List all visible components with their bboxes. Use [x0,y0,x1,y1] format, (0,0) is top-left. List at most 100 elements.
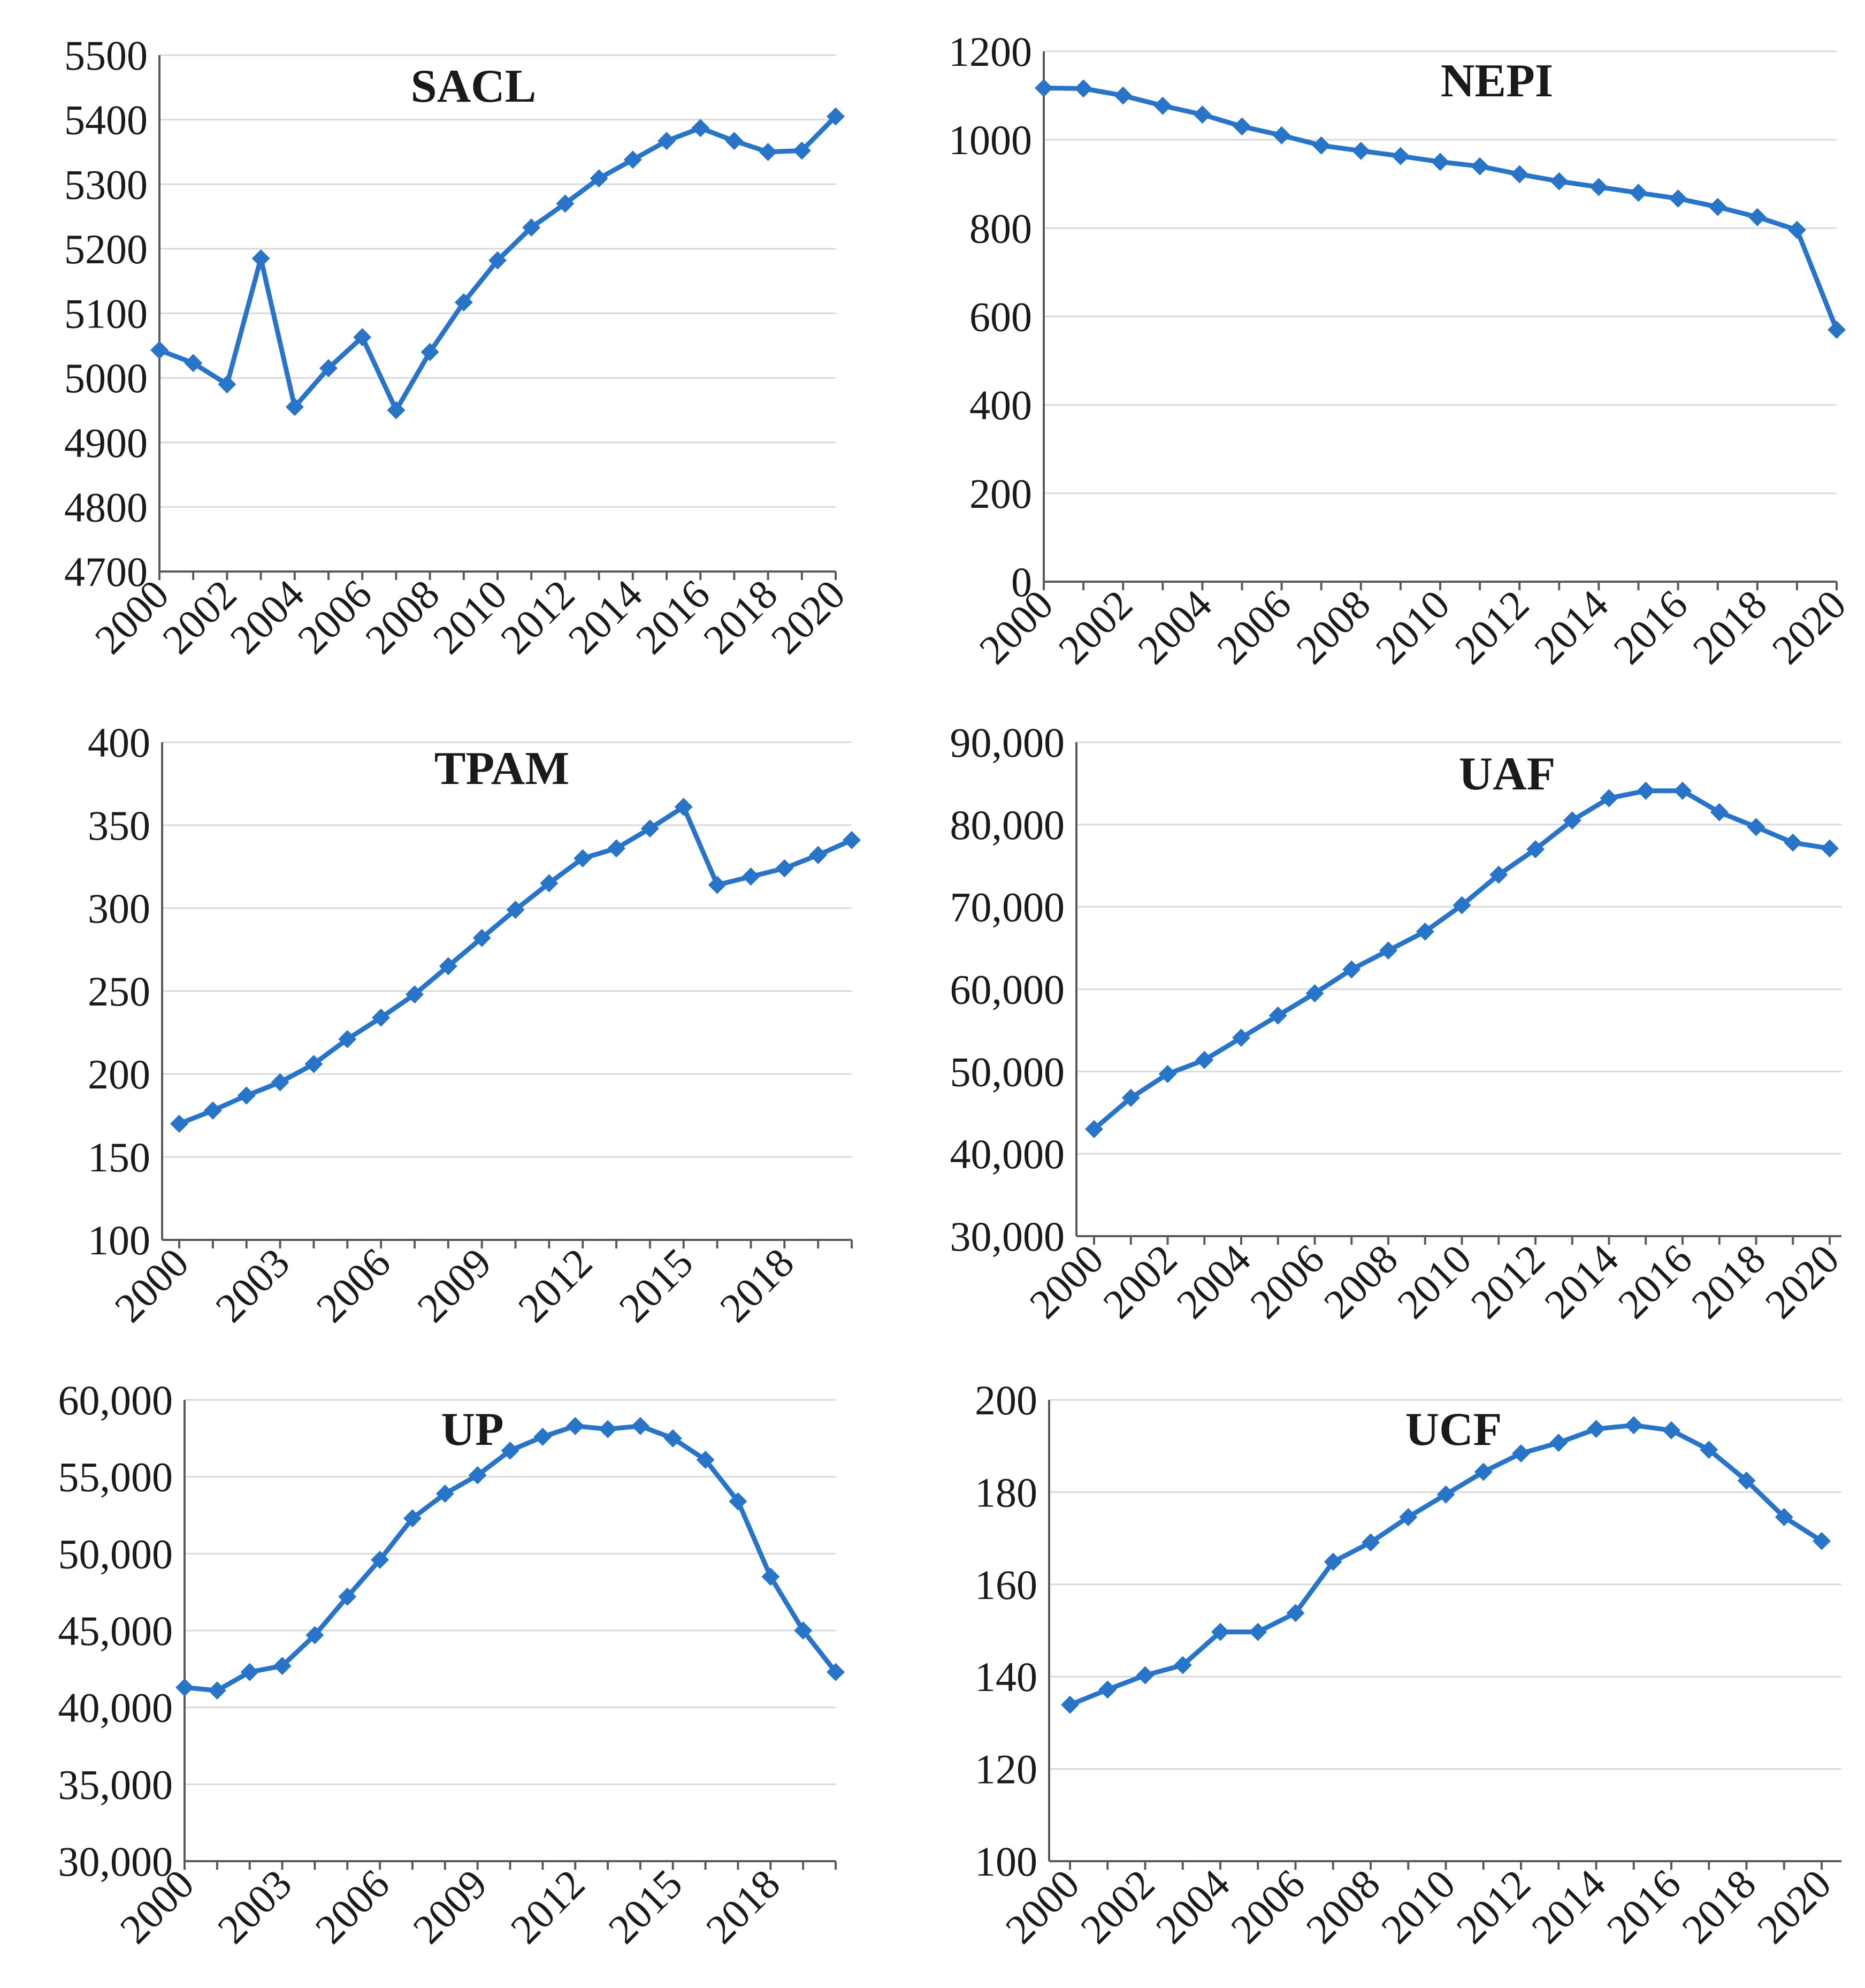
x-tick-label: 2000 [970,581,1062,673]
x-tick-label: 2020 [1756,1236,1848,1328]
data-point [319,359,338,378]
x-tick-label: 2009 [404,1861,496,1953]
data-point [623,150,642,169]
x-tick-label: 2010 [1366,581,1458,673]
y-tick-label: 200 [88,1051,150,1098]
data-point [1399,1507,1418,1526]
data-point [1624,1416,1643,1435]
data-point [1828,321,1846,339]
data-point [1821,839,1839,858]
y-tick-label: 600 [969,294,1032,340]
y-tick-label: 250 [88,968,150,1015]
data-point [1035,79,1053,97]
y-tick-label: 4900 [64,420,148,466]
data-point [1550,172,1569,191]
y-tick-label: 200 [969,470,1032,517]
data-point [725,132,744,150]
data-point [237,1086,256,1105]
x-tick-label: 2018 [697,1861,789,1953]
x-tick-label: 2016 [626,571,719,663]
data-point [1637,781,1655,800]
x-tick-label: 2020 [1763,581,1855,673]
data-point [1324,1552,1342,1571]
data-point [1747,818,1765,836]
data-point [843,831,861,849]
x-tick-label: 2006 [306,1861,398,1953]
data-point [1173,1656,1192,1674]
data-point [435,1484,454,1503]
data-point [607,839,626,858]
y-tick-label: 4700 [64,549,148,595]
data-point [468,1466,487,1484]
data-point [170,1115,188,1133]
y-tick-label: 40,000 [950,1131,1065,1177]
x-tick-label: 2014 [1535,1236,1627,1328]
y-tick-label: 400 [969,382,1032,429]
data-point [472,928,491,947]
data-point [1362,1533,1380,1552]
x-tick-label: 2004 [221,571,313,663]
y-tick-label: 160 [975,1562,1037,1608]
x-tick-label: 2008 [356,571,448,663]
data-point [1589,178,1608,196]
data-point [1700,1441,1718,1459]
data-point [387,401,406,420]
y-tick-label: 60,000 [58,1377,173,1423]
x-tick-label: 2003 [209,1861,301,1953]
data-point [1673,781,1692,800]
data-point [1305,984,1324,1003]
y-tick-label: 300 [88,885,150,932]
data-point [742,867,760,886]
y-tick-label: 140 [975,1654,1037,1700]
x-tick-label: 2002 [154,571,246,663]
y-tick-label: 150 [88,1134,150,1180]
y-tick-label: 50,000 [950,1048,1065,1095]
data-point [1391,147,1410,165]
data-point [1669,189,1687,208]
data-point [708,875,727,894]
data-point [1787,220,1806,239]
data-point [1114,86,1133,105]
x-tick-label: 2008 [1314,1236,1407,1328]
data-point [759,142,777,161]
y-tick-label: 120 [975,1746,1037,1793]
y-tick-label: 5200 [64,226,148,272]
y-tick-label: 40,000 [58,1685,173,1731]
data-point [792,141,811,160]
data-point [574,849,592,867]
y-tick-label: 350 [88,802,150,849]
x-tick-label: 2014 [1523,1861,1615,1953]
y-tick-label: 100 [88,1217,150,1263]
data-point [1737,1471,1756,1490]
data-point [1351,141,1370,160]
y-tick-label: 30,000 [950,1213,1065,1260]
data-point [1431,153,1449,171]
y-tick-label: 0 [1011,559,1032,605]
data-point [809,846,828,864]
data-point [566,1416,585,1435]
y-tick-label: 200 [975,1377,1037,1423]
x-tick-label: 2018 [1683,1236,1775,1328]
y-tick-label: 400 [88,719,150,766]
data-point [1232,1029,1250,1047]
data-point [1074,79,1093,98]
y-tick-label: 5400 [64,97,148,143]
x-tick-label: 2012 [501,1861,593,1953]
x-tick-label: 2006 [1208,581,1300,673]
x-tick-label: 2020 [762,571,854,663]
chart-uaf: 30,000 40,000 50,000 60,000 70,000 80,000 90,0… [950,719,1848,1327]
chart-up: 30,000 35,000 40,000 45,000 50,000 55,000 60,0… [58,1377,845,1952]
data-point [1286,1604,1305,1623]
chart-ucf: 1001201401601802002000200220042006200820… [975,1377,1841,1952]
data-point [1784,833,1802,852]
chart-title: NEPI [1441,55,1553,107]
data-point [184,354,203,372]
data-point [599,1420,617,1438]
x-tick-label: 2002 [1049,581,1141,673]
x-tick-label: 2014 [559,571,651,663]
chart-sacl: 4700480049005000510052005300540055002000… [64,32,854,662]
data-point [1158,1064,1177,1083]
data-point [1268,1006,1287,1025]
x-tick-label: 2006 [288,571,380,663]
data-point [1249,1623,1267,1641]
